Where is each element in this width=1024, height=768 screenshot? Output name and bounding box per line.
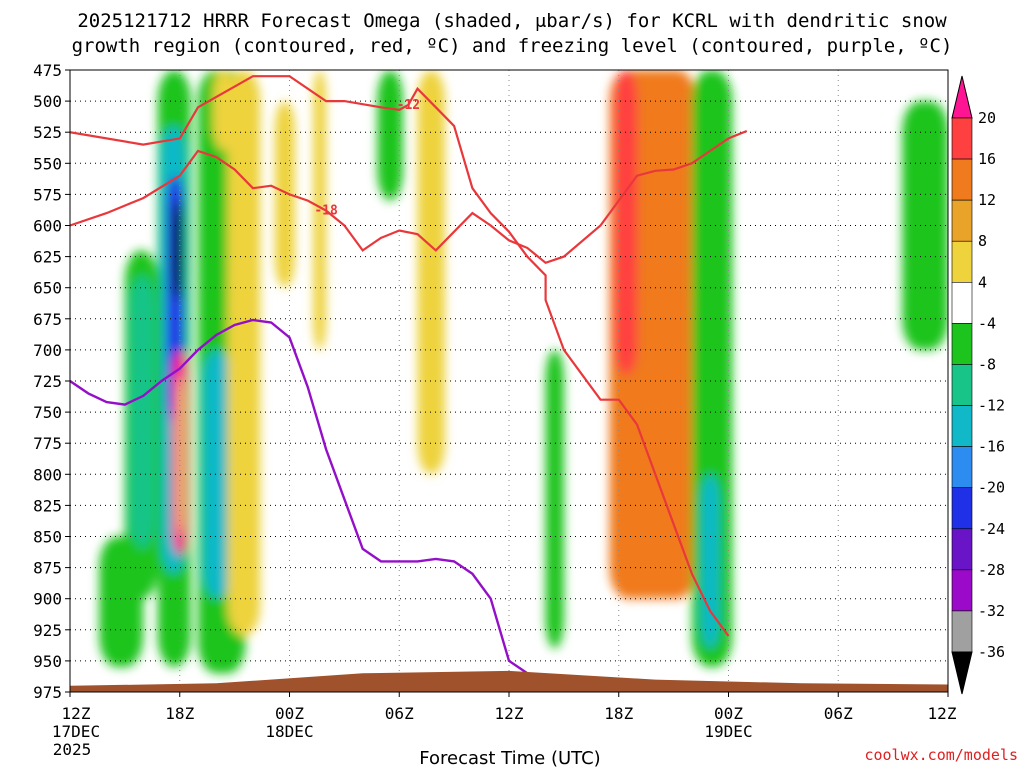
x-tick-date-2: 18DEC [265, 722, 313, 741]
x-axis-title: Forecast Time (UTC) [419, 748, 600, 768]
omega-region-yellow-1230 [313, 70, 327, 350]
x-tick-label-1: 18Z [165, 704, 194, 723]
freezing-level-contour [70, 318, 528, 675]
terrain-fill [70, 670, 948, 692]
omega-region-yellow-1200 [274, 101, 295, 288]
colorbar-label--24: -24 [978, 520, 1005, 538]
y-tick-label-500: 500 [33, 92, 62, 111]
y-tick-label-650: 650 [33, 279, 62, 298]
x-tick-label-7: 06Z [824, 704, 853, 723]
omega-region-right-cyan-0900 [203, 349, 231, 599]
y-tick-label-575: 575 [33, 185, 62, 204]
terrain-surface [70, 670, 948, 692]
y-tick-label-875: 875 [33, 559, 62, 578]
colorbar-label-4: 4 [978, 273, 987, 291]
colorbar-swatch [951, 487, 973, 530]
x-tick-date-0: 17DEC [52, 722, 100, 741]
omega-region-ascent-late-cyan [701, 474, 720, 649]
y-tick-label-725: 725 [33, 372, 62, 391]
dgz-contour--18 [70, 129, 748, 265]
omega-region-plume-0900-yellow [227, 70, 261, 637]
contour-lines: -12 -18 [70, 75, 748, 675]
colorbar-label--12: -12 [978, 397, 1005, 415]
y-tick-label-900: 900 [33, 590, 62, 609]
colorbar-swatch [951, 199, 973, 242]
colorbar-swatch [951, 446, 973, 488]
chart-title-line-2: growth region (contoured, red, ºC) and f… [72, 35, 953, 57]
colorbar: 20 16 12 8 4 -4 -8 -12 -16 -20 -24 -28 -32 -36 [951, 75, 1005, 695]
plot-area: -12 -18 [69, 69, 949, 693]
x-tick-label-6: 00Z [714, 704, 743, 723]
omega-region-mid-yellow-1800 [417, 70, 445, 475]
x-tick-label-3: 06Z [385, 704, 414, 723]
colorbar-swatch [951, 569, 973, 612]
colorbar-swatch [951, 323, 973, 365]
colorbar-swatch [951, 158, 973, 201]
colorbar-bottom-arrow [951, 651, 973, 695]
y-tick-label-950: 950 [33, 652, 62, 671]
omega-region-descent-0600-core [177, 374, 184, 537]
chart-title: 2025121712 HRRR Forecast Omega (shaded, … [72, 10, 953, 57]
colorbar-label--4: -4 [978, 314, 996, 332]
x-tick-label-4: 12Z [495, 704, 524, 723]
x-tick-year-0: 2025 [53, 740, 92, 759]
colorbar-label--8: -8 [978, 355, 996, 373]
colorbar-top-arrow [951, 75, 973, 119]
colorbar-swatch [951, 117, 973, 160]
omega-region-mid-green-1800 [377, 70, 403, 201]
colorbar-swatch [951, 528, 973, 571]
y-tick-label-925: 925 [33, 621, 62, 640]
y-tick-label-750: 750 [33, 403, 62, 422]
colorbar-label--16: -16 [978, 438, 1005, 456]
omega-region-low-yellow-0200 [212, 70, 235, 151]
colorbar-label-16: 16 [978, 150, 996, 168]
colorbar-swatch [951, 405, 973, 447]
y-tick-label-975: 975 [33, 683, 62, 702]
y-tick-label-525: 525 [33, 123, 62, 142]
colorbar-label--32: -32 [978, 602, 1005, 620]
x-tick-date-6: 19DEC [704, 722, 752, 741]
colorbar-label--36: -36 [978, 643, 1005, 661]
x-tick-label-5: 18Z [604, 704, 633, 723]
dgz-contour--12 [70, 75, 730, 637]
colorbar-label--20: -20 [978, 479, 1005, 497]
colorbar-label-8: 8 [978, 232, 987, 250]
omega-region-left-cyan-band [130, 275, 155, 549]
y-tick-label-475: 475 [33, 61, 62, 80]
chart-title-line-1: 2025121712 HRRR Forecast Omega (shaded, … [77, 10, 947, 32]
dgz-contour-label: -12 [397, 98, 420, 113]
credit-text: coolwx.com/models [864, 746, 1018, 764]
y-tick-label-775: 775 [33, 434, 62, 453]
y-tick-label-600: 600 [33, 217, 62, 236]
y-tick-label-700: 700 [33, 341, 62, 360]
dgz-contour-label: -18 [314, 204, 338, 219]
omega-blobs [99, 70, 948, 674]
x-tick-label-2: 00Z [275, 704, 304, 723]
colorbar-label-20: 20 [978, 109, 996, 127]
omega-shading [99, 70, 948, 674]
colorbar-swatch [951, 364, 973, 406]
y-tick-label-625: 625 [33, 248, 62, 267]
x-tick-label-8: 12Z [928, 704, 957, 723]
omega-region-descent-late-red [615, 70, 638, 375]
colorbar-swatch [951, 240, 973, 283]
colorbar-label-12: 12 [978, 191, 996, 209]
colorbar-swatch [951, 282, 973, 324]
omega-region-low-green-1400 [99, 536, 144, 668]
y-axis: 475 500 525 550 575 600 625 650 675 700 725 750 775 8… [33, 61, 70, 702]
colorbar-swatch [951, 610, 973, 653]
grid-lines [70, 70, 948, 692]
x-tick-label-0: 12Z [62, 704, 91, 723]
y-tick-label-850: 850 [33, 528, 62, 547]
omega-region-mid-green-2200 [545, 349, 564, 649]
y-tick-label-825: 825 [33, 496, 62, 515]
y-tick-label-800: 800 [33, 465, 62, 484]
colorbar-label--28: -28 [978, 561, 1005, 579]
y-tick-label-675: 675 [33, 310, 62, 329]
y-tick-label-550: 550 [33, 154, 62, 173]
